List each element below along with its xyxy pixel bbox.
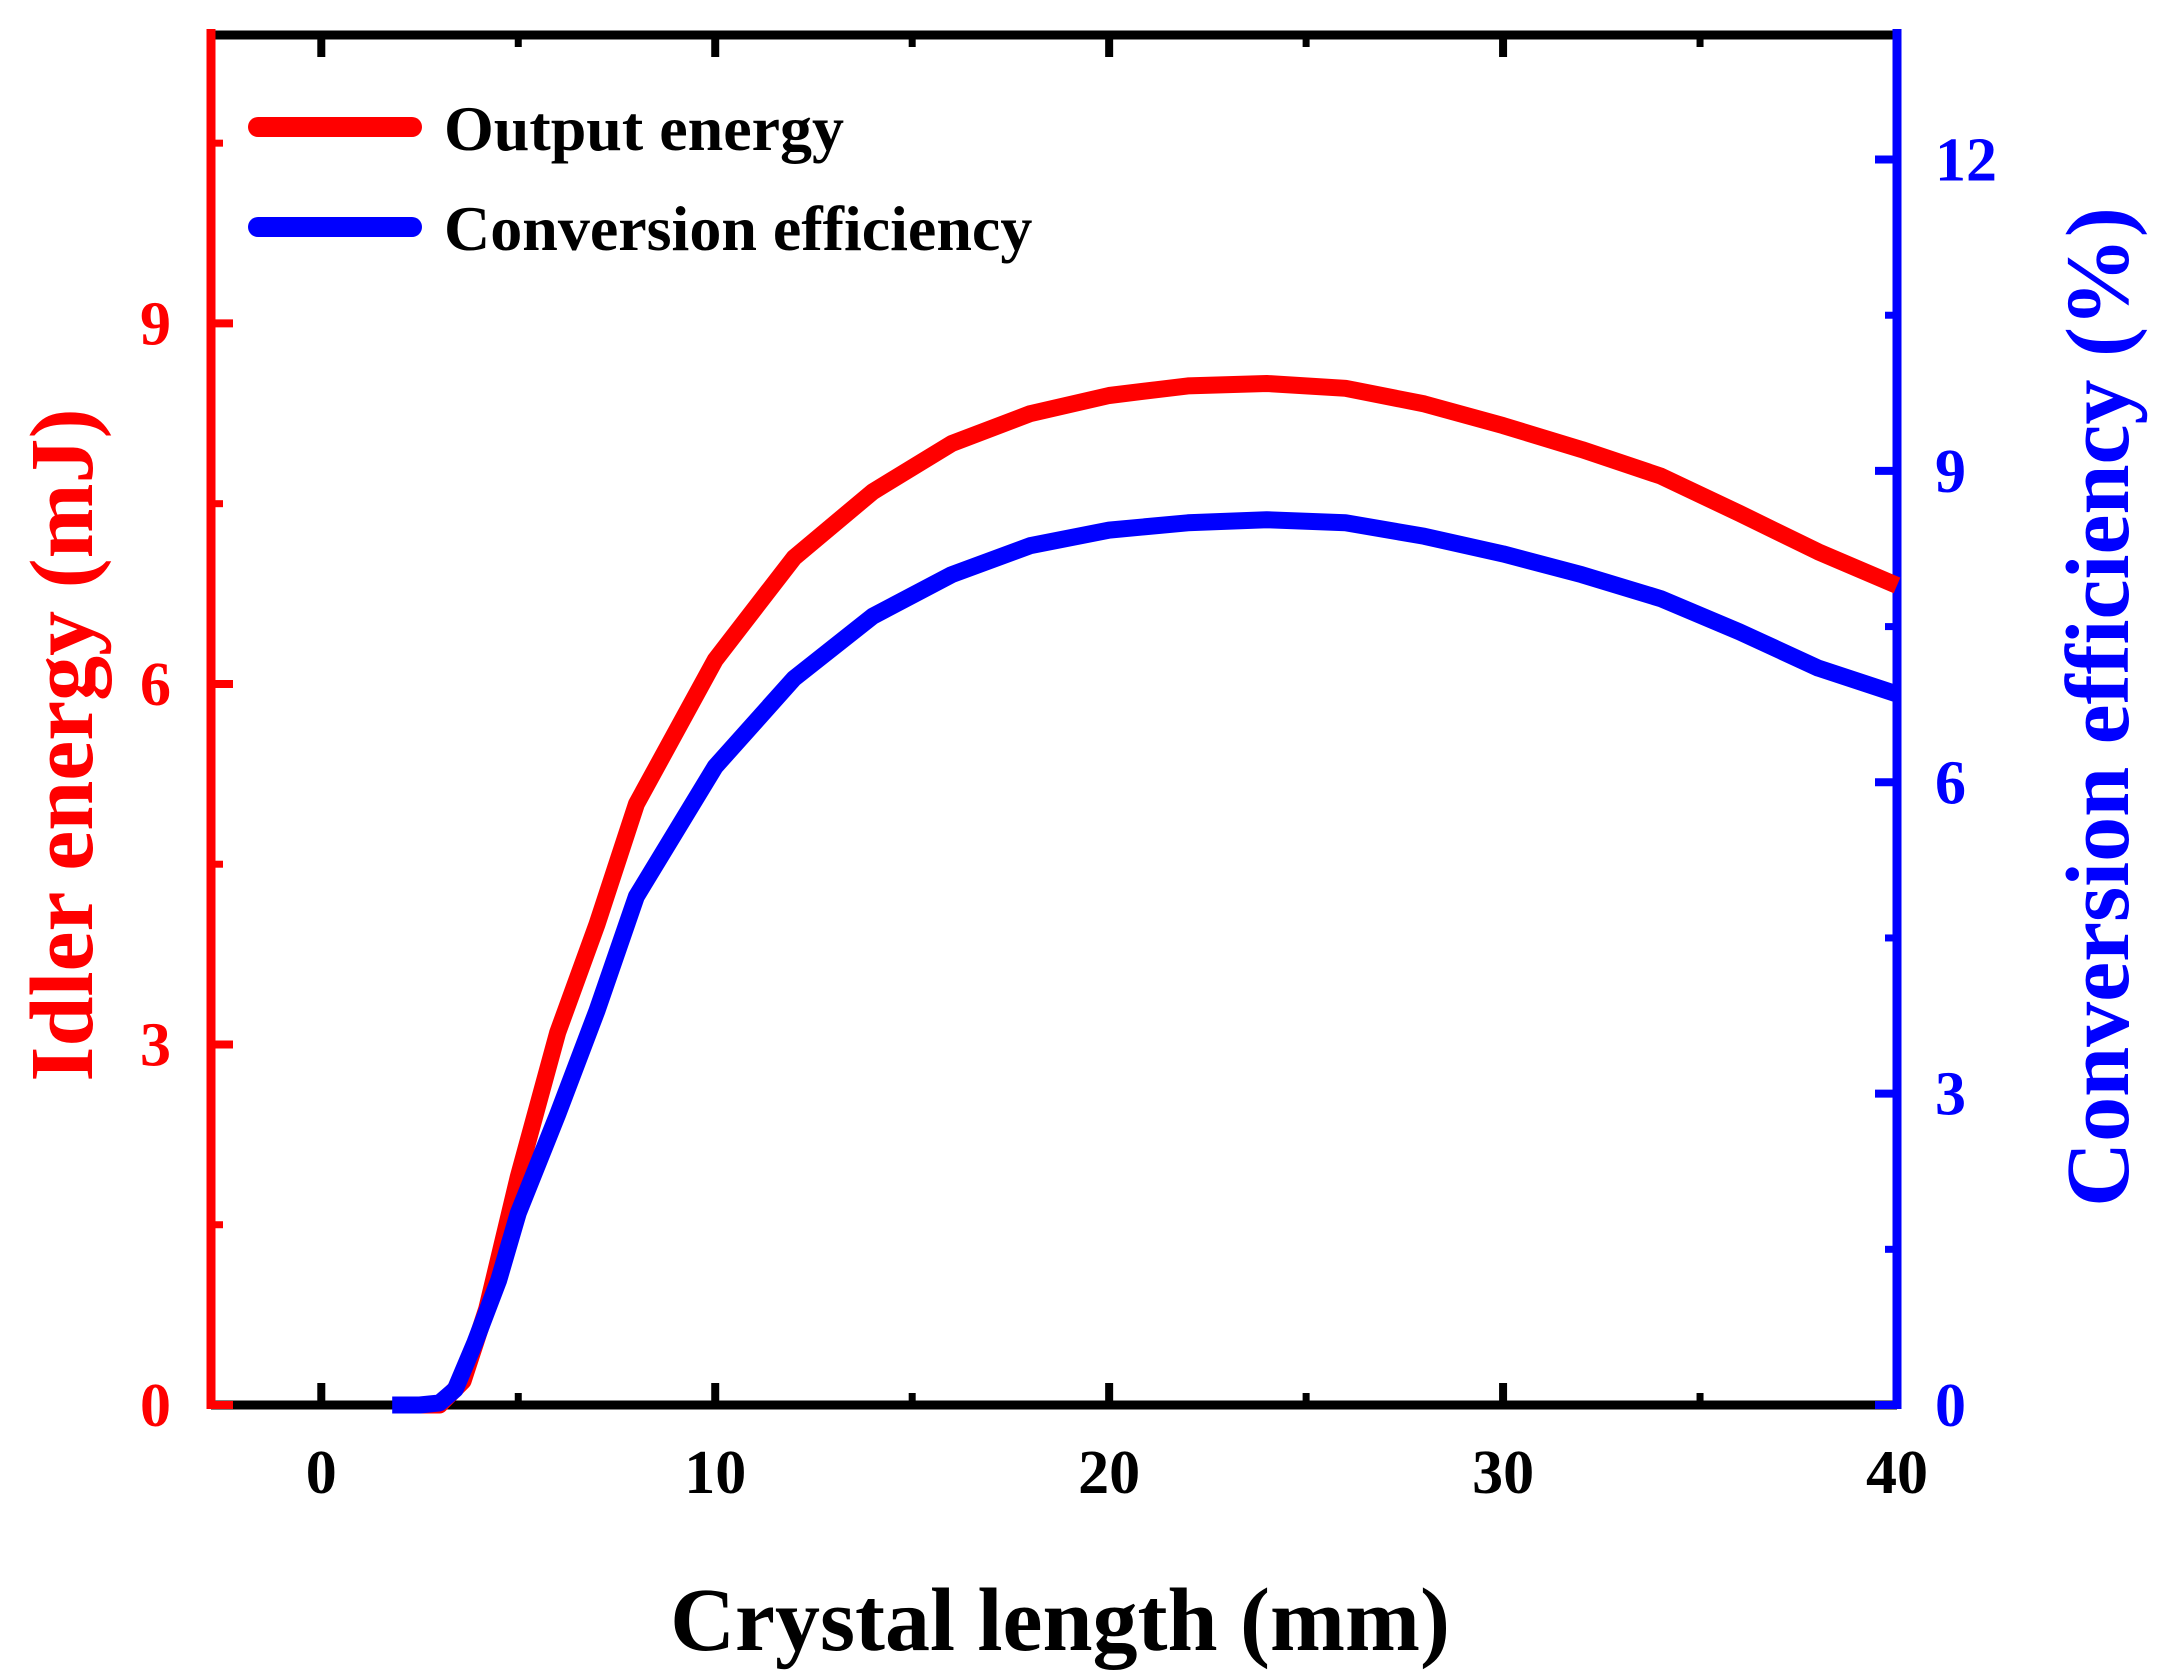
x-tick-label: 10	[684, 1439, 746, 1507]
y-left-tick-label: 3	[140, 1011, 171, 1079]
y-axis-left: 0 3 6 9	[140, 29, 233, 1440]
y-left-tick-label: 6	[140, 651, 171, 719]
y-right-tick-label: 3	[1935, 1061, 1966, 1129]
series-line-output-energy	[400, 375, 1901, 1414]
y-axis-right: 0 3 6 9 12	[1875, 29, 1997, 1440]
y-right-tick-label: 12	[1935, 127, 1997, 195]
x-axis-title: Crystal length (mm)	[670, 1571, 1450, 1670]
x-tick-label: 0	[306, 1439, 337, 1507]
y-right-tick-label: 6	[1935, 749, 1966, 817]
y-axis-left-title: Idler energy (mJ)	[13, 408, 112, 1081]
x-tick-label: 20	[1078, 1439, 1140, 1507]
y-right-tick-label: 0	[1935, 1372, 1966, 1440]
legend: Output energy Conversion efficiency	[248, 93, 1032, 264]
x-tick-label: 30	[1472, 1439, 1534, 1507]
y-left-tick-label: 9	[140, 290, 171, 358]
legend-label-output-energy: Output energy	[444, 93, 844, 164]
y-left-tick-label: 0	[140, 1372, 171, 1440]
y-axis-right-title: Conversion efficiency (%)	[2049, 207, 2148, 1207]
series-line-conversion-efficiency	[392, 511, 1900, 1414]
plot-series	[392, 375, 1901, 1414]
legend-label-conversion-efficiency: Conversion efficiency	[444, 193, 1032, 264]
y-right-tick-label: 9	[1935, 438, 1966, 506]
x-tick-label: 40	[1866, 1439, 1928, 1507]
